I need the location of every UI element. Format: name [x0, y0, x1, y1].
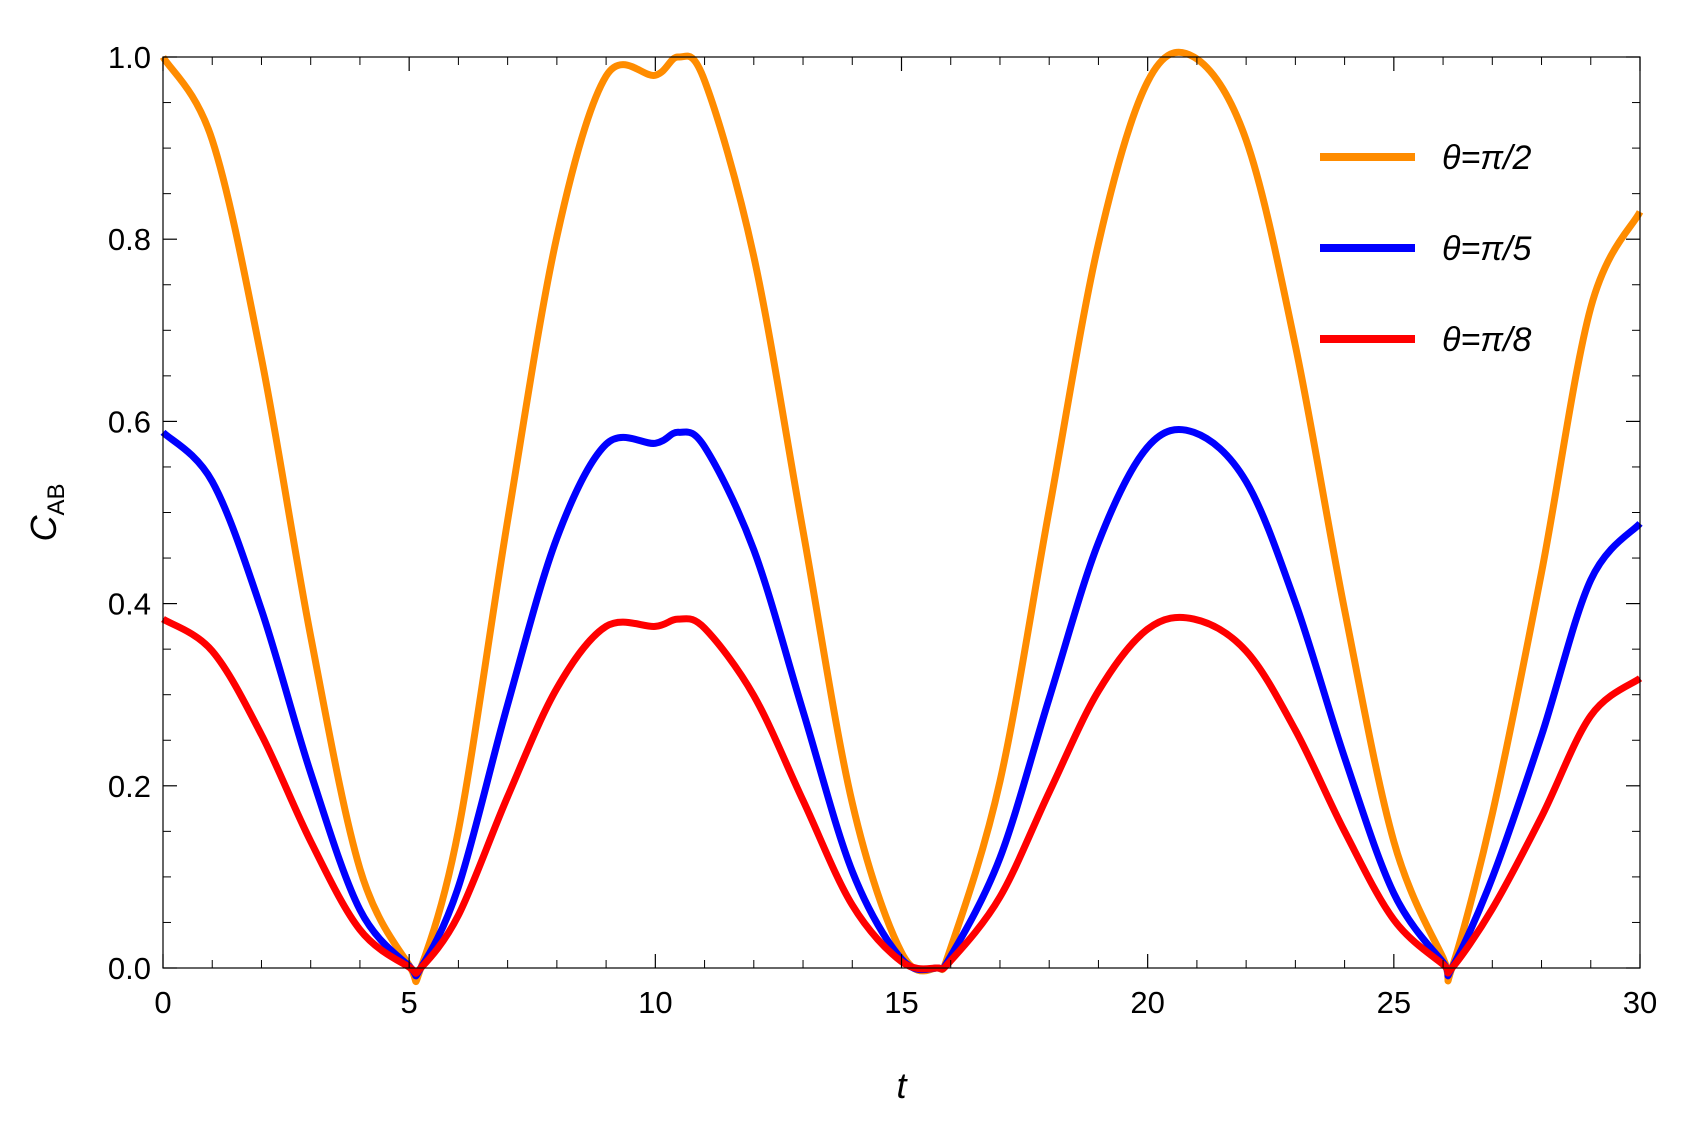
series-line-2 — [160, 426, 1643, 980]
ticks-layer: 0 5 10 15 20 25 30 0.0 0.2 0.4 0.6 0.8 1.0 — [108, 40, 1657, 1020]
series-line-3 — [161, 613, 1643, 977]
y-tick-label: 0.2 — [108, 769, 151, 804]
y-tick-label: 0.6 — [108, 404, 151, 439]
legend-label-3: θ=π/8 — [1442, 321, 1532, 359]
series-layer — [159, 48, 1644, 985]
x-axis-label: t — [896, 1065, 908, 1106]
y-tick-label: 0.4 — [108, 587, 151, 622]
x-tick-label: 20 — [1130, 985, 1164, 1020]
y-tick-label: 0.8 — [108, 222, 151, 257]
y-tick-label: 1.0 — [108, 40, 151, 75]
plot-frame — [162, 56, 1641, 969]
x-tick-label: 15 — [884, 985, 918, 1020]
x-tick-label: 0 — [154, 985, 171, 1020]
legend-label-1: θ=π/2 — [1442, 139, 1532, 177]
x-tick-label: 10 — [638, 985, 672, 1020]
x-tick-label: 5 — [401, 985, 418, 1020]
legend: θ=π/2 θ=π/5 θ=π/8 — [1320, 139, 1532, 359]
y-axis-label: CAB — [23, 483, 70, 541]
y-tick-label: 0.0 — [108, 951, 151, 986]
y-axis-label-subscript: AB — [43, 483, 70, 515]
legend-label-2: θ=π/5 — [1442, 230, 1532, 268]
y-axis-label-main: C — [23, 515, 64, 542]
x-tick-label: 30 — [1623, 985, 1657, 1020]
series-line-1 — [159, 48, 1644, 985]
x-tick-label: 25 — [1377, 985, 1411, 1020]
